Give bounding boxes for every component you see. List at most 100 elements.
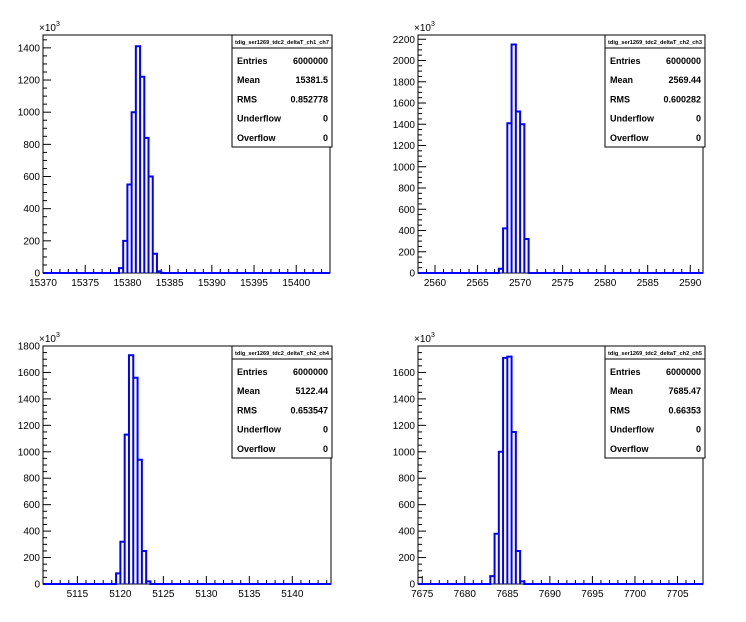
x-tick-label: 2585 — [637, 278, 660, 289]
y-tick-label: 1200 — [393, 421, 416, 432]
stats-value: 6000000 — [666, 367, 701, 377]
stats-value: 0 — [696, 133, 701, 143]
x-tick-label: 7700 — [624, 589, 647, 600]
stats-label: Entries — [237, 367, 268, 377]
y-tick-label: 800 — [23, 474, 40, 485]
y-tick-label: 200 — [398, 247, 415, 258]
x-tick-label: 5125 — [152, 589, 175, 600]
stats-value: 15381.5 — [295, 75, 328, 85]
x-tick-label: 2575 — [552, 278, 575, 289]
y-tick-label: 200 — [23, 553, 40, 564]
y-tick-label: 200 — [23, 236, 40, 247]
y-tick-label: 2200 — [393, 35, 416, 46]
stats-label: Overflow — [610, 444, 650, 454]
histogram-pad-3: 0 200 400 600 800 1000 1200 1400 1600 1800×103 511… — [18, 332, 333, 600]
y-tick-label: 1000 — [393, 162, 416, 173]
stats-value: 6000000 — [293, 56, 328, 66]
y-tick-label: 0 — [409, 269, 415, 280]
x-tick-label: 5115 — [67, 589, 89, 600]
y-tick-label: 1600 — [393, 99, 416, 110]
histogram-line — [418, 355, 703, 585]
stats-value: 0.600282 — [663, 94, 701, 104]
y-tick-label: 1600 — [18, 368, 41, 379]
stats-label: Underflow — [610, 425, 655, 435]
y-tick-label: 400 — [23, 204, 40, 215]
stats-box: tdig_ser1269_tdc2_deltaT_ch2_ch3 Entries 6… — [604, 34, 706, 148]
stats-value: 0 — [323, 444, 328, 454]
x-tick-label: 2580 — [594, 278, 617, 289]
y-tick-label: 1200 — [393, 141, 416, 152]
y-tick-label: 600 — [398, 205, 415, 216]
stats-box-frame — [604, 345, 706, 459]
x-tick-label: 7690 — [539, 589, 562, 600]
stats-value: 6000000 — [666, 56, 701, 66]
x-tick-label: 15380 — [114, 278, 142, 289]
stats-value: 0 — [323, 425, 328, 435]
x-tick-label: 15390 — [198, 278, 226, 289]
x-tick-label: 7685 — [496, 589, 519, 600]
y-multiplier-label: ×103 — [39, 332, 60, 345]
y-tick-label: 800 — [398, 184, 415, 195]
y-tick-label: 600 — [23, 172, 40, 183]
y-tick-label: 0 — [34, 269, 40, 280]
stats-value: 0.66353 — [668, 405, 701, 415]
stats-label: Overflow — [237, 444, 277, 454]
stats-value: 0 — [323, 133, 328, 143]
stats-label: RMS — [610, 405, 630, 415]
stats-label: Mean — [237, 75, 260, 85]
x-tick-label: 7705 — [666, 589, 689, 600]
y-tick-label: 2000 — [393, 56, 416, 67]
stats-label: Entries — [610, 367, 641, 377]
stats-label: Entries — [237, 56, 268, 66]
stats-title: tdig_ser1269_tdc2_deltaT_ch1_ch7 — [235, 40, 329, 46]
x-tick-label: 7675 — [411, 589, 434, 600]
stats-value: 0 — [696, 114, 701, 124]
y-tick-label: 1000 — [393, 447, 416, 458]
y-tick-label: 1200 — [18, 76, 41, 87]
stats-box: tdig_ser1269_tdc2_deltaT_ch1_ch7 Entries 6… — [231, 34, 333, 148]
y-tick-label: 1800 — [393, 77, 416, 88]
y-tick-label: 1000 — [18, 108, 41, 119]
x-tick-label: 2570 — [509, 278, 532, 289]
x-tick-label: 7680 — [454, 589, 477, 600]
stats-label: Overflow — [610, 133, 650, 143]
x-tick-label: 5135 — [238, 589, 261, 600]
y-tick-label: 400 — [398, 226, 415, 237]
histogram-line — [43, 45, 330, 274]
stats-label: Underflow — [237, 425, 282, 435]
x-tick-label: 2565 — [466, 278, 489, 289]
y-tick-label: 1400 — [18, 43, 41, 54]
stats-value: 0 — [323, 114, 328, 124]
y-tick-label: 1600 — [393, 368, 416, 379]
stats-title: tdig_ser1269_tdc2_deltaT_ch2_ch3 — [608, 40, 702, 46]
y-tick-label: 600 — [23, 500, 40, 511]
stats-label: Underflow — [610, 114, 655, 124]
histogram-pad-1: 0 200 400 600 800 1000 1200 1400 ×103 15370 15375 1… — [18, 21, 333, 289]
stats-title: tdig_ser1269_tdc2_deltaT_ch2_ch4 — [235, 351, 330, 357]
stats-label: Entries — [610, 56, 641, 66]
x-tick-label: 15400 — [282, 278, 310, 289]
x-tick-label: 7695 — [581, 589, 604, 600]
histogram-line — [418, 43, 703, 274]
y-tick-label: 200 — [398, 553, 415, 564]
y-tick-label: 0 — [409, 580, 415, 591]
y-tick-label: 800 — [398, 474, 415, 485]
stats-box-frame — [604, 34, 706, 148]
x-tick-label: 5140 — [281, 589, 304, 600]
x-tick-label: 2560 — [424, 278, 447, 289]
stats-box-frame — [231, 34, 333, 148]
y-tick-label: 800 — [23, 140, 40, 151]
y-multiplier-label: ×103 — [414, 21, 435, 34]
y-tick-label: 1400 — [18, 394, 41, 405]
x-tick-label: 5130 — [195, 589, 218, 600]
stats-label: Overflow — [237, 133, 277, 143]
stats-value: 0.653547 — [290, 405, 328, 415]
x-tick-label: 15395 — [240, 278, 268, 289]
y-tick-label: 1000 — [18, 447, 41, 458]
x-tick-label: 5120 — [109, 589, 132, 600]
stats-box: tdig_ser1269_tdc2_deltaT_ch2_ch4 Entries 6… — [231, 345, 333, 459]
stats-value: 2569.44 — [668, 75, 701, 85]
histogram-line — [43, 354, 331, 585]
y-tick-label: 600 — [398, 500, 415, 511]
